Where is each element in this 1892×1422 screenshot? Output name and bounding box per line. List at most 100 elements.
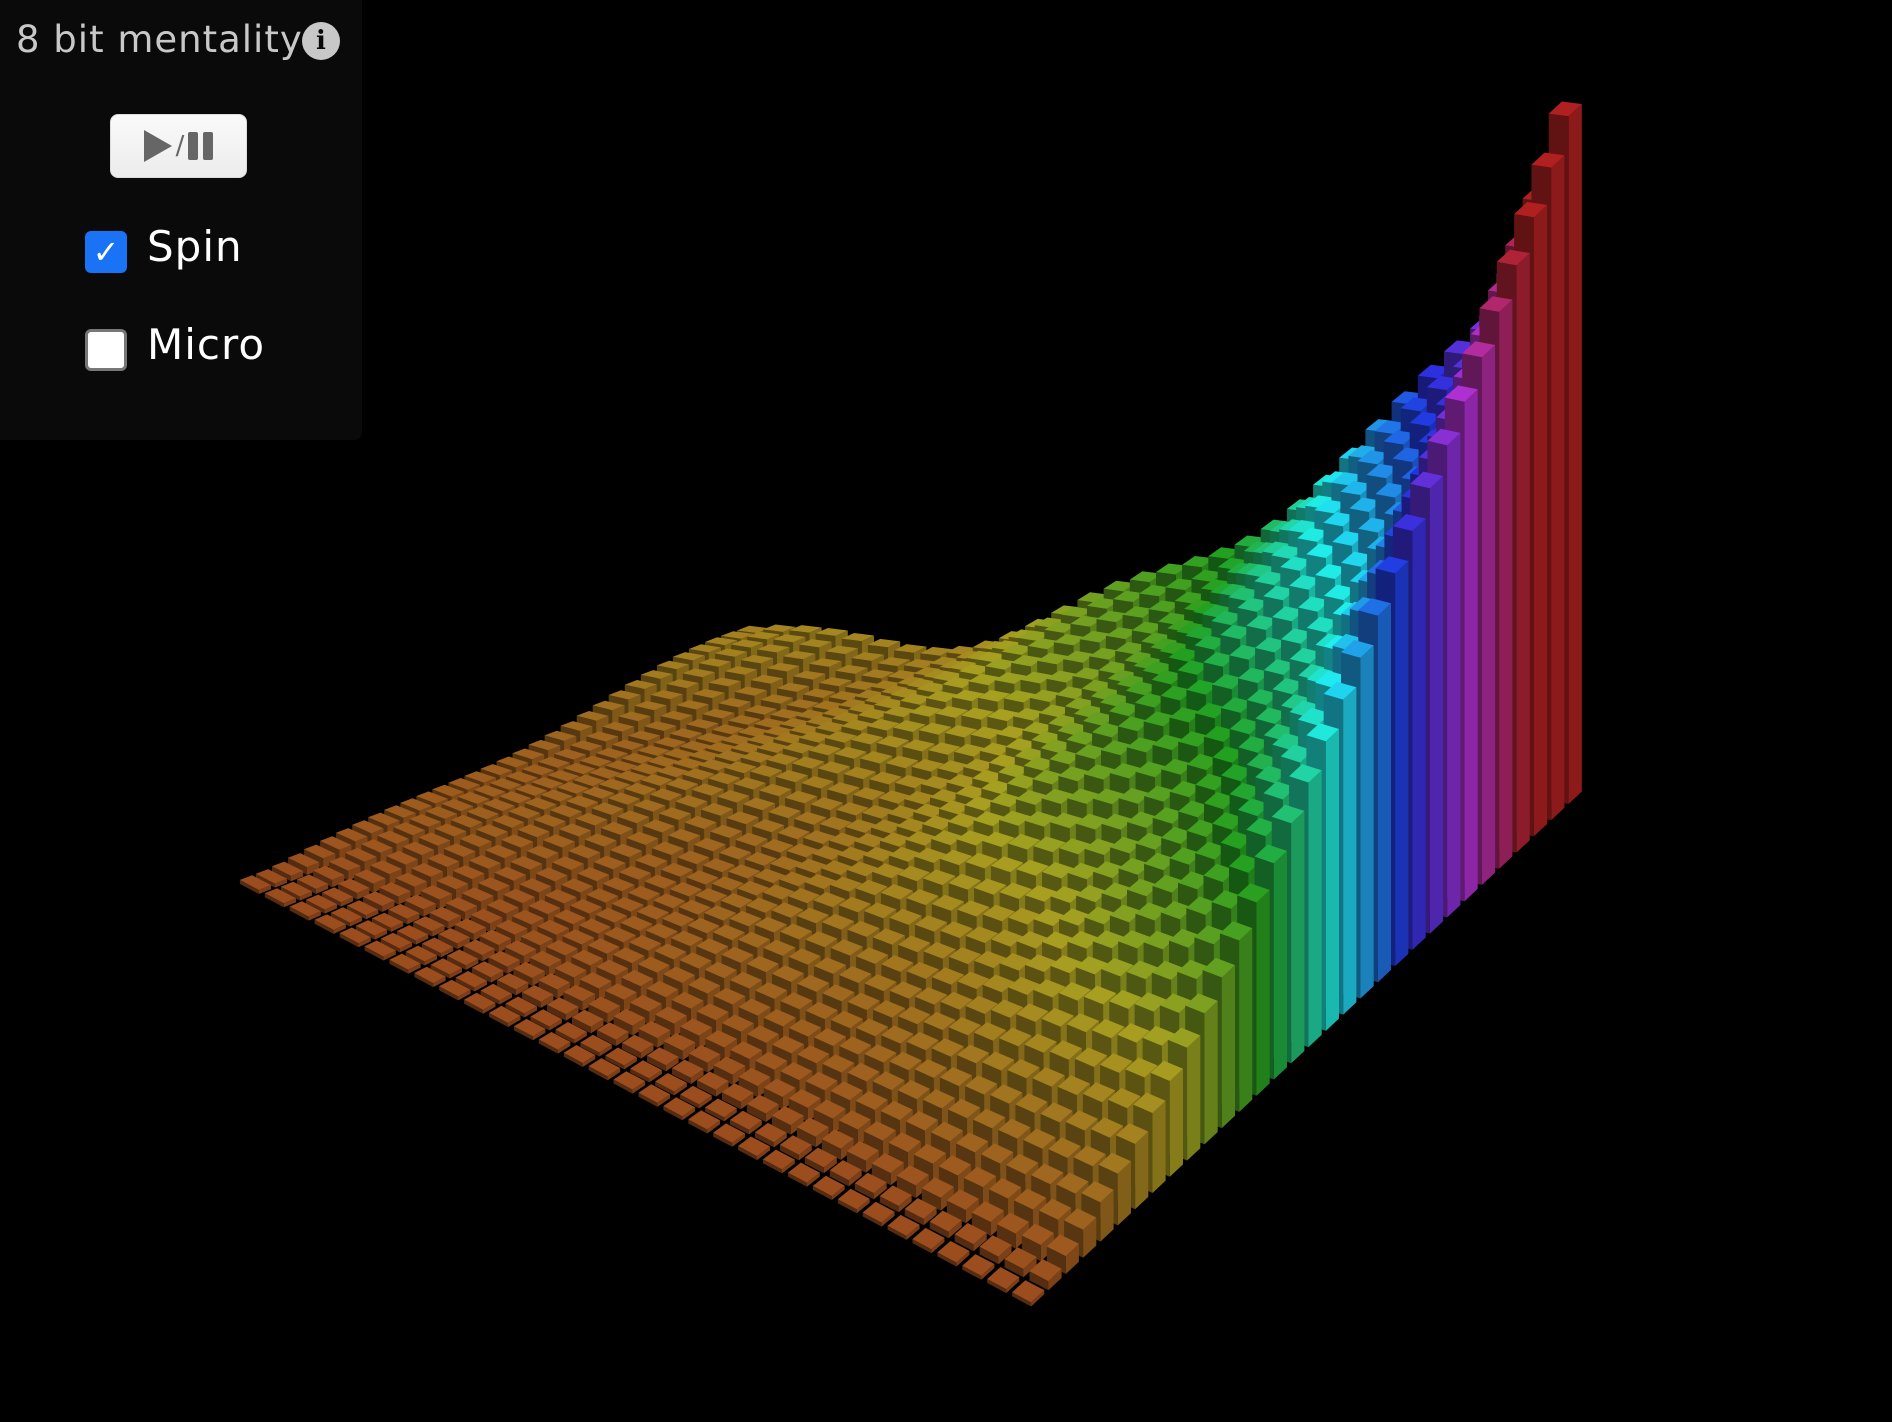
spin-checkbox[interactable]: ✓ — [85, 231, 127, 273]
bar-side — [599, 1044, 612, 1057]
bar-top — [895, 775, 928, 789]
bar-top — [596, 1022, 629, 1040]
micro-checkbox[interactable] — [85, 329, 127, 371]
bar-top — [550, 804, 582, 818]
bar-top — [506, 771, 538, 783]
bar-top — [436, 875, 469, 890]
bar-top — [906, 889, 939, 906]
bar-top — [1383, 430, 1417, 445]
bar-top — [1160, 685, 1194, 701]
bar-side — [255, 873, 275, 888]
bar-side — [348, 865, 361, 881]
bar-side — [433, 976, 446, 988]
bar-side — [655, 1081, 675, 1096]
bar-top — [528, 899, 561, 915]
bar-top — [962, 1254, 995, 1276]
bar-side — [873, 1182, 887, 1200]
bar-top — [704, 961, 737, 979]
bar-top — [812, 1175, 845, 1196]
bar-side — [921, 1188, 941, 1211]
bar-top — [619, 865, 651, 880]
bar-top — [1107, 669, 1141, 683]
bar-top — [571, 949, 603, 966]
bar-top — [633, 799, 666, 812]
bar-top — [1040, 1102, 1073, 1123]
bar-top — [432, 784, 464, 797]
bar-top — [336, 828, 368, 842]
bar-top — [905, 1111, 938, 1131]
bar-top — [813, 1099, 846, 1119]
bar-top — [568, 844, 601, 859]
spin-label[interactable]: Spin — [147, 222, 243, 271]
bar-top — [544, 730, 577, 741]
bar-side — [763, 1159, 782, 1174]
bar-top — [695, 888, 728, 903]
bar-top — [729, 910, 762, 927]
bar-top — [608, 690, 641, 700]
bar-side — [438, 934, 458, 949]
bar-top — [777, 682, 810, 692]
bar-side — [357, 887, 370, 900]
bar-top — [434, 823, 467, 837]
bar-top — [1331, 472, 1365, 486]
bar-top — [1118, 857, 1151, 875]
bar-top — [624, 782, 657, 796]
bar-side — [657, 1094, 671, 1107]
bar-top — [1305, 495, 1338, 509]
bar-top — [1029, 689, 1063, 702]
bar-top — [1315, 670, 1348, 689]
bar-side — [607, 1005, 620, 1024]
bar-top — [1039, 1198, 1072, 1220]
bar-top — [1143, 930, 1176, 950]
bar-top — [563, 762, 596, 775]
bar-top — [804, 1147, 837, 1168]
bar-top — [1003, 690, 1037, 703]
bar-top — [655, 1006, 687, 1024]
play-pause-button[interactable]: / — [110, 114, 247, 178]
bar-top — [1016, 859, 1049, 876]
micro-label[interactable]: Micro — [147, 320, 266, 369]
bar-side — [896, 1175, 916, 1198]
bar-top — [1101, 957, 1134, 977]
bar-top — [965, 1075, 998, 1095]
bar-top — [1161, 826, 1194, 844]
bar-top — [1410, 471, 1444, 489]
bar-top — [957, 900, 990, 917]
bar-side — [291, 871, 304, 882]
bar-side — [707, 1120, 720, 1134]
bar-top — [1144, 785, 1177, 802]
bar-top — [313, 865, 345, 880]
bar-top — [501, 834, 534, 848]
bar-side — [582, 993, 595, 1011]
bar-top — [1340, 481, 1374, 495]
bar-top — [464, 992, 496, 1010]
bar-top — [1039, 704, 1072, 718]
bar-side — [1221, 965, 1235, 1129]
bar-top — [1033, 908, 1066, 927]
bar-top — [906, 961, 939, 979]
bar-side — [738, 1146, 758, 1161]
bar-side — [663, 1041, 683, 1061]
bar-top — [978, 689, 1011, 702]
bar-top — [1115, 641, 1148, 655]
bar-top — [1083, 711, 1116, 726]
bar-side — [582, 1055, 596, 1067]
bar-top — [596, 959, 628, 976]
bar-top — [696, 1071, 729, 1090]
bar-top — [1127, 811, 1160, 828]
bar-top — [1178, 731, 1211, 747]
bar-top — [750, 674, 783, 684]
info-icon[interactable]: i — [302, 22, 340, 60]
bar-top — [810, 797, 843, 811]
bar-top — [676, 700, 709, 710]
bar-top — [1374, 420, 1408, 434]
bar-top — [909, 705, 942, 717]
bar-top — [809, 658, 842, 667]
bar-top — [861, 669, 894, 679]
bar-top — [605, 760, 638, 772]
bar-top — [948, 873, 981, 890]
bar-top — [1041, 1007, 1074, 1027]
bar-top — [255, 869, 288, 884]
bar-top — [939, 1067, 972, 1087]
